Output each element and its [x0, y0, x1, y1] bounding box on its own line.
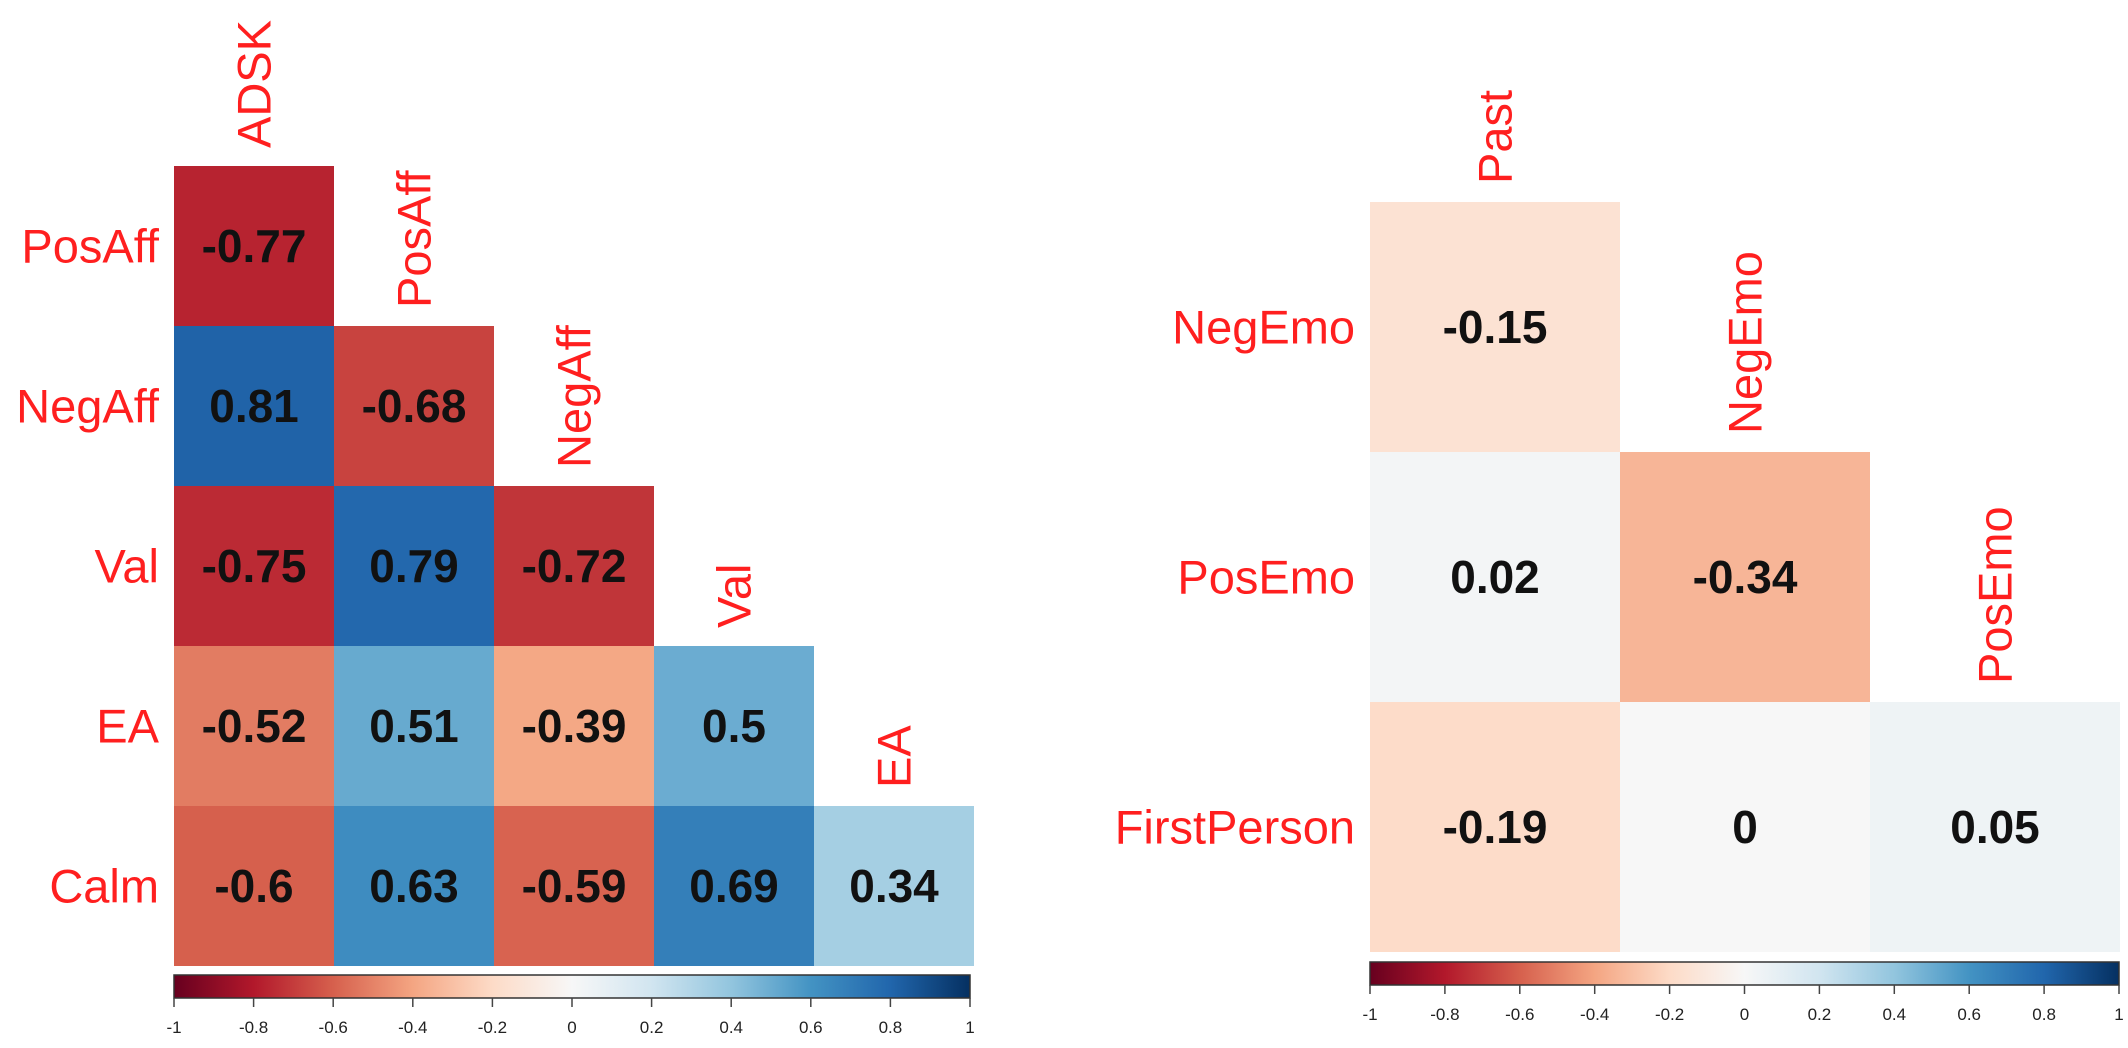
colorbar-tick-label-1-1: -0.8 — [239, 1018, 268, 1037]
cell-value-label-1-4-4: 0.34 — [849, 860, 939, 912]
colorbar-tick-label-1-5: 0 — [567, 1018, 576, 1037]
colorbar-2 — [1370, 962, 2119, 985]
heatmap-cell-1-2-0 — [174, 486, 334, 646]
heatmap-cell-2-2-2 — [1870, 702, 2120, 952]
colorbar-tick-label-2-0: -1 — [1362, 1005, 1377, 1024]
colorbar-tick-label-2-9: 0.8 — [2032, 1005, 2056, 1024]
cell-value-label-1-3-1: 0.51 — [369, 700, 459, 752]
colorbar-tick-label-2-1: -0.8 — [1430, 1005, 1459, 1024]
heatmap-cell-1-3-0 — [174, 646, 334, 806]
heatmap-cell-1-3-3 — [654, 646, 814, 806]
cell-value-label-1-3-3: 0.5 — [702, 700, 766, 752]
row-label-2-0: NegEmo — [1172, 301, 1355, 354]
heatmap-cell-2-1-1 — [1620, 452, 1870, 702]
colorbar-tick-label-1-6: 0.2 — [640, 1018, 664, 1037]
colorbar-tick-label-1-3: -0.4 — [398, 1018, 427, 1037]
cell-value-label-1-3-0: -0.52 — [202, 700, 307, 752]
cell-value-label-2-1-1: -0.34 — [1693, 551, 1798, 603]
heatmap-cell-1-0-0 — [174, 166, 334, 326]
colorbar-tick-label-1-4: -0.2 — [478, 1018, 507, 1037]
row-label-1-3: EA — [96, 700, 159, 753]
colorbar-tick-label-1-8: 0.6 — [799, 1018, 823, 1037]
cell-value-label-1-0-0: -0.77 — [202, 220, 307, 272]
colorbar-tick-label-2-6: 0.2 — [1808, 1005, 1832, 1024]
heatmap-cell-1-4-3 — [654, 806, 814, 966]
colorbar-tick-label-1-2: -0.6 — [319, 1018, 348, 1037]
column-label-2-2: PosEmo — [1969, 506, 2022, 684]
cell-value-label-2-2-0: -0.19 — [1443, 801, 1548, 853]
cell-value-label-2-2-1: 0 — [1732, 801, 1758, 853]
heatmap-cell-1-1-0 — [174, 326, 334, 486]
cell-value-label-2-2-2: 0.05 — [1950, 801, 2040, 853]
cell-value-label-1-1-0: 0.81 — [209, 380, 299, 432]
colorbar-tick-label-2-4: -0.2 — [1655, 1005, 1684, 1024]
cell-value-label-1-1-1: -0.68 — [362, 380, 467, 432]
colorbar-1 — [174, 975, 970, 998]
row-label-1-1: NegAff — [16, 380, 160, 433]
cell-value-label-1-2-1: 0.79 — [369, 540, 459, 592]
cell-value-label-2-0-0: -0.15 — [1443, 301, 1548, 353]
colorbar-tick-label-2-10: 1 — [2114, 1005, 2123, 1024]
cell-value-label-1-3-2: -0.39 — [522, 700, 627, 752]
cell-value-label-2-1-0: 0.02 — [1450, 551, 1540, 603]
cell-value-label-1-4-0: -0.6 — [214, 860, 293, 912]
colorbar-tick-label-2-3: -0.4 — [1580, 1005, 1609, 1024]
colorbar-tick-label-2-5: 0 — [1740, 1005, 1749, 1024]
heatmap-cell-1-4-0 — [174, 806, 334, 966]
heatmap-cell-2-2-1 — [1620, 702, 1870, 952]
heatmap-cell-1-3-1 — [334, 646, 494, 806]
column-label-1-4: EA — [868, 725, 921, 788]
heatmap-cell-1-4-2 — [494, 806, 654, 966]
column-label-2-0: Past — [1469, 90, 1522, 184]
row-label-1-2: Val — [95, 540, 159, 593]
row-label-2-2: FirstPerson — [1115, 801, 1355, 854]
heatmap-cell-1-3-2 — [494, 646, 654, 806]
cell-value-label-1-2-2: -0.72 — [522, 540, 627, 592]
colorbar-tick-label-1-7: 0.4 — [719, 1018, 743, 1037]
column-label-1-3: Val — [708, 564, 761, 628]
heatmap-cell-2-1-0 — [1370, 452, 1620, 702]
column-label-2-1: NegEmo — [1719, 251, 1772, 434]
heatmap-cell-2-2-0 — [1370, 702, 1620, 952]
column-label-1-1: PosAff — [388, 169, 441, 308]
cell-value-label-1-4-3: 0.69 — [689, 860, 779, 912]
heatmap-cell-1-2-1 — [334, 486, 494, 646]
colorbar-tick-label-2-2: -0.6 — [1505, 1005, 1534, 1024]
heatmap-cell-1-2-2 — [494, 486, 654, 646]
colorbar-tick-label-1-0: -1 — [166, 1018, 181, 1037]
colorbar-tick-label-2-7: 0.4 — [1882, 1005, 1906, 1024]
heatmap-cell-1-4-1 — [334, 806, 494, 966]
colorbar-tick-label-1-9: 0.8 — [879, 1018, 903, 1037]
cell-value-label-1-2-0: -0.75 — [202, 540, 307, 592]
cell-value-label-1-4-2: -0.59 — [522, 860, 627, 912]
row-label-2-1: PosEmo — [1177, 551, 1355, 604]
colorbar-tick-label-1-10: 1 — [965, 1018, 974, 1037]
heatmap-cell-1-4-4 — [814, 806, 974, 966]
column-label-1-0: ADSK — [228, 20, 281, 148]
row-label-1-0: PosAff — [21, 220, 160, 273]
cell-value-label-1-4-1: 0.63 — [369, 860, 459, 912]
column-label-1-2: NegAff — [548, 324, 601, 468]
heatmap-cell-2-0-0 — [1370, 202, 1620, 452]
row-label-1-4: Calm — [49, 860, 159, 913]
colorbar-tick-label-2-8: 0.6 — [1957, 1005, 1981, 1024]
heatmap-cell-1-1-1 — [334, 326, 494, 486]
